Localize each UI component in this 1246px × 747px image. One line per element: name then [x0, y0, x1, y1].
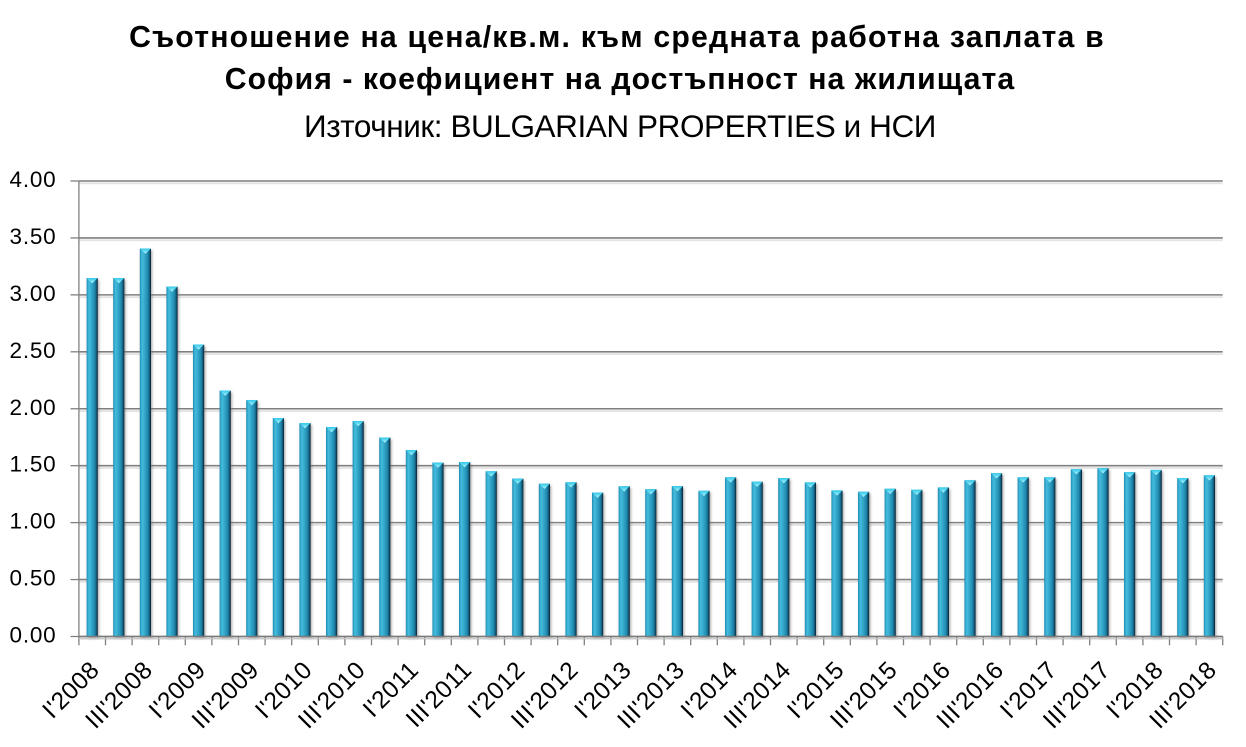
svg-text:Източник: BULGARIAN PROPERTIES: Източник: BULGARIAN PROPERTIES и НСИ [304, 108, 936, 144]
svg-text:София - коефициент на достъпно: София - коефициент на достъпност на жили… [225, 63, 1015, 96]
svg-text:1.50: 1.50 [10, 452, 57, 477]
svg-text:2.00: 2.00 [10, 395, 57, 420]
svg-text:1.00: 1.00 [10, 509, 57, 534]
svg-text:Съотношение на цена/кв.м. към: Съотношение на цена/кв.м. към средната р… [129, 21, 1105, 54]
svg-text:4.00: 4.00 [10, 167, 57, 192]
svg-text:3.00: 3.00 [10, 281, 57, 306]
svg-text:0.50: 0.50 [10, 566, 57, 591]
svg-text:3.50: 3.50 [10, 224, 57, 249]
svg-text:0.00: 0.00 [10, 623, 57, 648]
svg-text:2.50: 2.50 [10, 338, 57, 363]
